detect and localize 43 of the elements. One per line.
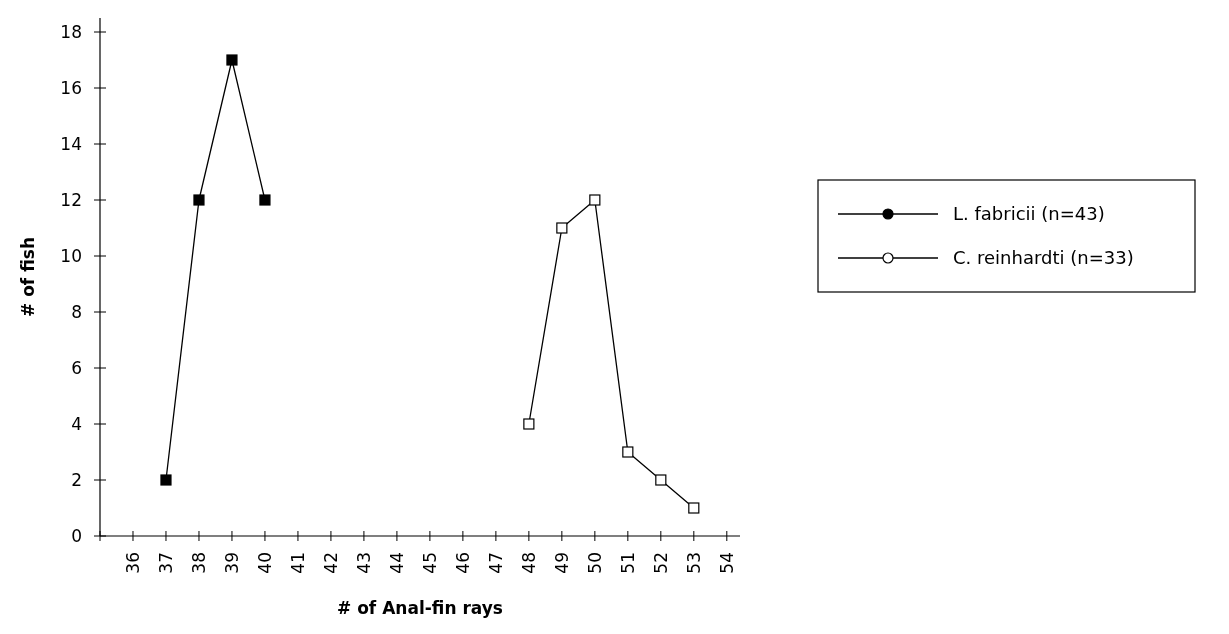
y-tick-label: 12: [60, 189, 82, 210]
point: [226, 54, 238, 66]
point: [655, 474, 667, 486]
x-tick-label: 44: [386, 552, 407, 574]
point: [259, 194, 271, 206]
x-tick-label: 39: [221, 552, 242, 574]
y-tick-label: 4: [71, 413, 82, 434]
x-tick-label: 40: [254, 552, 275, 574]
x-tick-label: 36: [122, 552, 143, 574]
x-tick-label: 52: [650, 552, 671, 574]
x-tick-label: 53: [683, 552, 704, 574]
point: [556, 222, 568, 234]
point: [589, 194, 601, 206]
y-tick-label: 10: [60, 245, 82, 266]
point: [688, 502, 700, 514]
x-tick-label: 38: [188, 552, 209, 574]
y-tick-label: 0: [71, 525, 82, 546]
x-tick-label: 45: [419, 552, 440, 574]
point: [523, 418, 535, 430]
x-tick-label: 42: [320, 552, 341, 574]
y-tick-label: 16: [60, 77, 82, 98]
x-tick-label: 50: [584, 552, 605, 574]
point: [193, 194, 205, 206]
x-tick-label: 47: [485, 552, 506, 574]
x-axis-title: # of Anal-fin rays: [337, 598, 503, 618]
y-tick-label: 2: [71, 469, 82, 490]
point: [160, 474, 172, 486]
x-tick-label: 51: [617, 552, 638, 574]
y-axis-title: # of fish: [18, 237, 38, 317]
x-tick-label: 37: [155, 552, 176, 574]
y-tick-label: 18: [60, 21, 82, 42]
x-tick-label: 43: [353, 552, 374, 574]
x-tick-label: 49: [551, 552, 572, 574]
x-tick-label: 48: [518, 552, 539, 574]
point: [622, 446, 634, 458]
y-tick-label: 8: [71, 301, 82, 322]
text: L. fabricii (n=43): [953, 203, 1105, 225]
x-tick-label: 46: [452, 552, 473, 574]
text: C. reinhardti (n=33): [953, 247, 1134, 269]
y-tick-label: 6: [71, 357, 82, 378]
y-tick-label: 14: [60, 133, 82, 154]
x-tick-label: 54: [716, 552, 737, 574]
x-tick-label: 41: [287, 552, 308, 574]
